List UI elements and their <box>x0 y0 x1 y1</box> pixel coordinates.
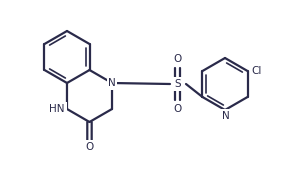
Text: O: O <box>85 142 94 152</box>
Text: O: O <box>174 54 182 64</box>
Text: O: O <box>174 104 182 114</box>
Text: Cl: Cl <box>252 66 262 76</box>
Text: HN: HN <box>50 104 65 114</box>
Text: S: S <box>175 79 181 89</box>
Text: N: N <box>222 111 230 121</box>
Text: N: N <box>108 78 116 88</box>
